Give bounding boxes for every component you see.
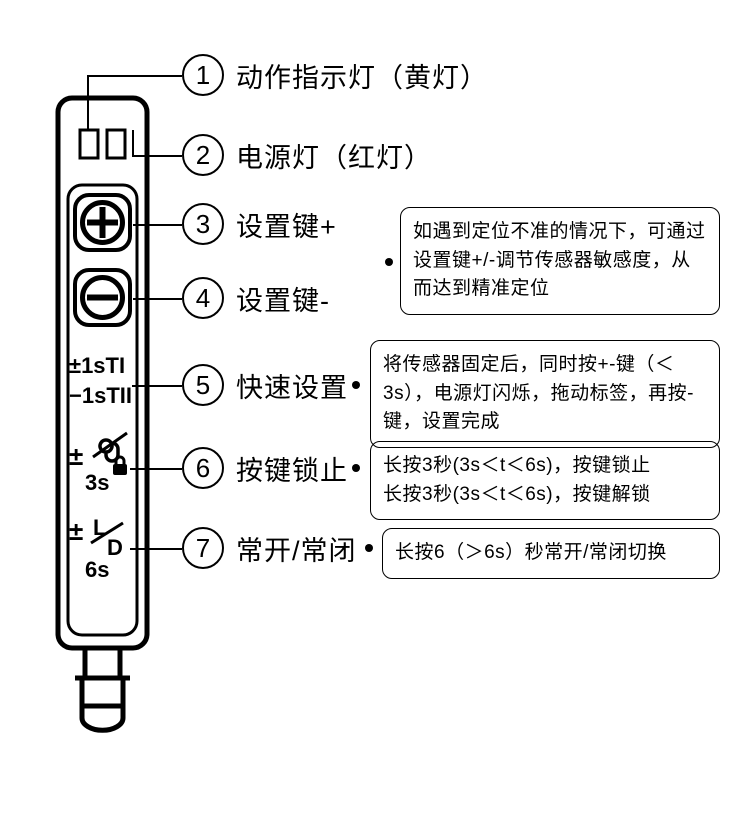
desc-box-4: 长按6（＞6s）秒常开/常闭切换 bbox=[382, 528, 720, 579]
dot-1 bbox=[385, 258, 393, 266]
callout-7: 7 常开/常闭 bbox=[182, 527, 357, 569]
label-2: 电源灯（红灯） bbox=[236, 136, 432, 175]
label-4: 设置键- bbox=[236, 279, 330, 318]
leader-1-down bbox=[87, 75, 89, 130]
svg-text:6s: 6s bbox=[85, 557, 109, 582]
leader-4 bbox=[133, 298, 182, 300]
dot-4 bbox=[365, 544, 373, 552]
label-3: 设置键+ bbox=[236, 205, 337, 244]
leader-2-up bbox=[132, 130, 134, 155]
svg-text:±1sTI: ±1sTI bbox=[69, 353, 125, 378]
desc-box-1: 如遇到定位不准的情况下，可通过设置键+/-调节传感器敏感度，从而达到精准定位 bbox=[400, 207, 720, 315]
callout-6: 6 按键锁止 bbox=[182, 447, 348, 489]
svg-text:±: ± bbox=[69, 516, 83, 546]
sensor-device: ±1sTI −1sTII ± 3s ± L D 6s bbox=[55, 95, 150, 735]
callout-4: 4 设置键- bbox=[182, 277, 330, 319]
callout-5: 5 快速设置 bbox=[182, 364, 348, 406]
num-3: 3 bbox=[182, 203, 224, 245]
num-1: 1 bbox=[182, 54, 224, 96]
num-4: 4 bbox=[182, 277, 224, 319]
leader-3 bbox=[133, 224, 182, 226]
leader-1 bbox=[87, 75, 182, 77]
leader-2 bbox=[132, 155, 182, 157]
leader-5 bbox=[132, 385, 182, 387]
svg-text:±: ± bbox=[69, 441, 83, 471]
leader-7 bbox=[130, 548, 182, 550]
label-6: 按键锁止 bbox=[236, 449, 348, 488]
dot-3 bbox=[352, 464, 360, 472]
desc-box-3: 长按3秒(3s＜t＜6s)，按键锁止 长按3秒(3s＜t＜6s)，按键解锁 bbox=[370, 441, 720, 520]
num-5: 5 bbox=[182, 364, 224, 406]
desc-box-2: 将传感器固定后，同时按+-键（＜3s），电源灯闪烁，拖动标签，再按-键，设置完成 bbox=[370, 340, 720, 448]
dot-2 bbox=[352, 381, 360, 389]
num-2: 2 bbox=[182, 134, 224, 176]
label-1: 动作指示灯（黄灯） bbox=[236, 56, 488, 95]
callout-2: 2 电源灯（红灯） bbox=[182, 134, 432, 176]
sensor-callout-diagram: ±1sTI −1sTII ± 3s ± L D 6s 1 动作指示灯（黄灯） 2… bbox=[0, 0, 750, 836]
num-7: 7 bbox=[182, 527, 224, 569]
svg-text:3s: 3s bbox=[85, 470, 109, 495]
leader-6 bbox=[130, 468, 182, 470]
label-7: 常开/常闭 bbox=[236, 529, 357, 568]
label-5: 快速设置 bbox=[236, 366, 348, 405]
svg-text:−1sTII: −1sTII bbox=[69, 383, 132, 408]
callout-3: 3 设置键+ bbox=[182, 203, 337, 245]
callout-1: 1 动作指示灯（黄灯） bbox=[182, 54, 488, 96]
num-6: 6 bbox=[182, 447, 224, 489]
